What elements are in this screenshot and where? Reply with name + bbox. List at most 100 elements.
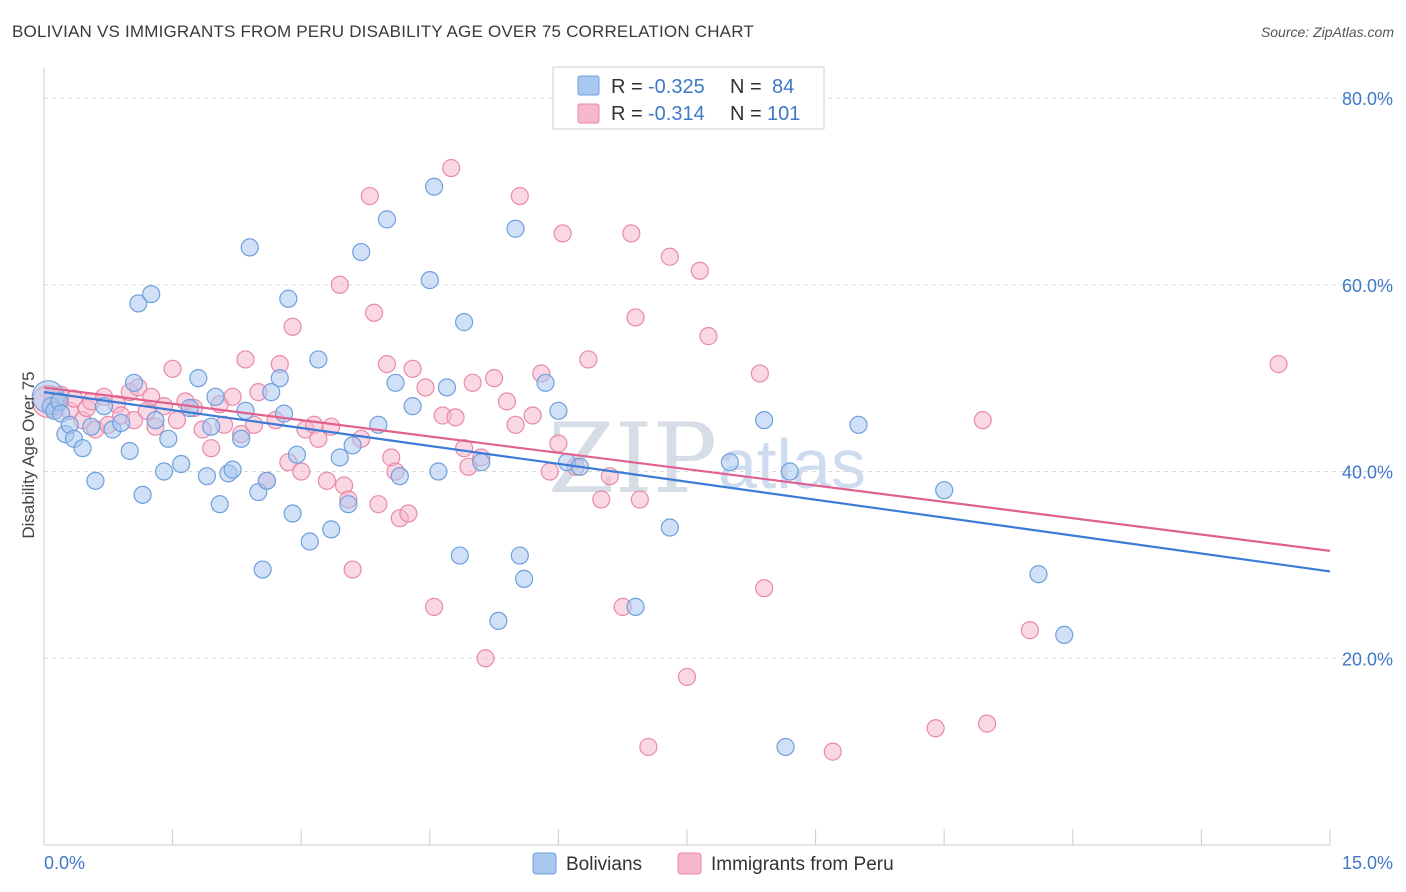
legend-r-value-bolivians: -0.325 — [648, 76, 705, 98]
series-bolivians-points — [31, 177, 1074, 757]
peru-point — [369, 495, 388, 514]
legend-swatch-peru — [577, 103, 600, 124]
peru-point — [823, 742, 842, 761]
x-tick-label-max: 15.0% — [1342, 853, 1393, 873]
bolivians-point — [330, 448, 349, 467]
bolivians-point — [300, 532, 319, 551]
bolivians-point — [420, 270, 439, 290]
bolivians-point — [262, 383, 281, 402]
peru-point — [360, 186, 379, 206]
bolivians-point — [159, 429, 178, 448]
bolivians-point — [270, 369, 289, 388]
peru-point — [283, 317, 302, 336]
bolivians-point — [279, 289, 298, 308]
bolivians-point — [515, 569, 534, 588]
peru-point — [677, 667, 697, 687]
bolivians-point — [776, 737, 795, 757]
bolivians-point — [197, 467, 216, 486]
bolivians-point — [253, 560, 272, 579]
bolivians-point — [450, 546, 469, 565]
peru-point — [926, 719, 945, 738]
peru-point — [626, 308, 645, 327]
bottom-legend-swatch-peru — [677, 852, 702, 875]
peru-point — [540, 462, 559, 481]
axes — [43, 68, 1331, 846]
y-tick-label: 60.0% — [1342, 276, 1393, 296]
bolivians-point — [626, 597, 645, 616]
legend-n-value-bolivians: 84 — [772, 76, 794, 98]
trend-line-peru — [43, 386, 1331, 552]
peru-point — [399, 504, 418, 523]
peru-point — [699, 327, 718, 346]
y-tick-label: 40.0% — [1342, 463, 1393, 483]
grid-lines — [44, 97, 1393, 659]
peru-point — [167, 411, 186, 430]
peru-point — [446, 408, 465, 427]
bolivians-point — [206, 387, 225, 406]
bolivians-point — [489, 611, 508, 631]
bolivians-point — [240, 238, 259, 257]
bolivians-point — [1029, 565, 1048, 584]
bolivians-point — [454, 313, 474, 332]
peru-point — [463, 373, 482, 392]
bottom-legend-label-peru: Immigrants from Peru — [711, 854, 894, 875]
bolivians-point — [352, 242, 371, 262]
trend-lines — [43, 386, 1331, 573]
peru-point — [424, 597, 444, 616]
peru-point — [163, 359, 182, 378]
peru-point — [1020, 621, 1040, 640]
peru-point — [510, 186, 529, 206]
peru-point — [549, 434, 568, 453]
bolivians-point — [755, 411, 774, 430]
bolivians-point — [189, 369, 208, 388]
peru-point — [660, 247, 679, 266]
y-tick-label: 80.0% — [1342, 89, 1393, 109]
peru-point — [442, 158, 461, 178]
legend-n-label-peru: N = — [730, 103, 762, 125]
bolivians-point — [232, 429, 251, 448]
bolivians-point — [536, 373, 555, 392]
y-tick-labels: 20.0% 40.0% 60.0% 80.0% — [1342, 89, 1393, 669]
bolivians-point — [172, 454, 191, 474]
peru-point — [403, 359, 422, 378]
bolivians-point — [322, 520, 341, 539]
peru-point — [497, 392, 517, 411]
bolivians-point — [82, 417, 101, 436]
legend-r-value-peru: -0.314 — [648, 103, 705, 125]
x-tick-label-min: 0.0% — [44, 853, 85, 873]
x-tick-labels: 0.0% 15.0% — [44, 853, 1393, 873]
bolivians-point — [210, 495, 229, 514]
peru-point — [454, 439, 474, 458]
bolivians-point — [437, 378, 457, 397]
legend-n-label-bolivians: N = — [730, 76, 762, 98]
bolivians-point — [120, 441, 139, 461]
bolivians-point — [935, 481, 954, 500]
legend-r-label-peru: R = — [611, 103, 643, 125]
bolivians-point — [390, 467, 409, 486]
peru-point — [630, 490, 649, 509]
bolivians-point — [236, 401, 255, 420]
y-axis-label: Disability Age Over 75 — [19, 371, 38, 538]
peru-point — [622, 224, 641, 243]
peru-point — [639, 737, 658, 757]
peru-point — [1269, 355, 1288, 374]
peru-point — [973, 411, 992, 430]
peru-point — [343, 560, 362, 579]
bolivians-point — [660, 518, 679, 537]
peru-point — [236, 350, 255, 369]
bolivians-point — [287, 445, 307, 464]
peru-point — [506, 415, 525, 434]
peru-point — [523, 406, 542, 425]
bolivians-point — [146, 411, 165, 430]
peru-point — [750, 364, 769, 383]
bolivians-point — [429, 462, 448, 481]
bolivians-point — [309, 350, 328, 369]
bolivians-point — [849, 415, 868, 434]
bolivians-point — [283, 504, 302, 523]
correlation-legend: R = -0.325 N = 84 R = -0.314 N = 101 — [552, 66, 825, 130]
bolivians-point — [386, 373, 405, 392]
bolivians-point — [142, 284, 161, 304]
bolivians-point — [86, 471, 105, 490]
peru-point — [416, 378, 435, 397]
